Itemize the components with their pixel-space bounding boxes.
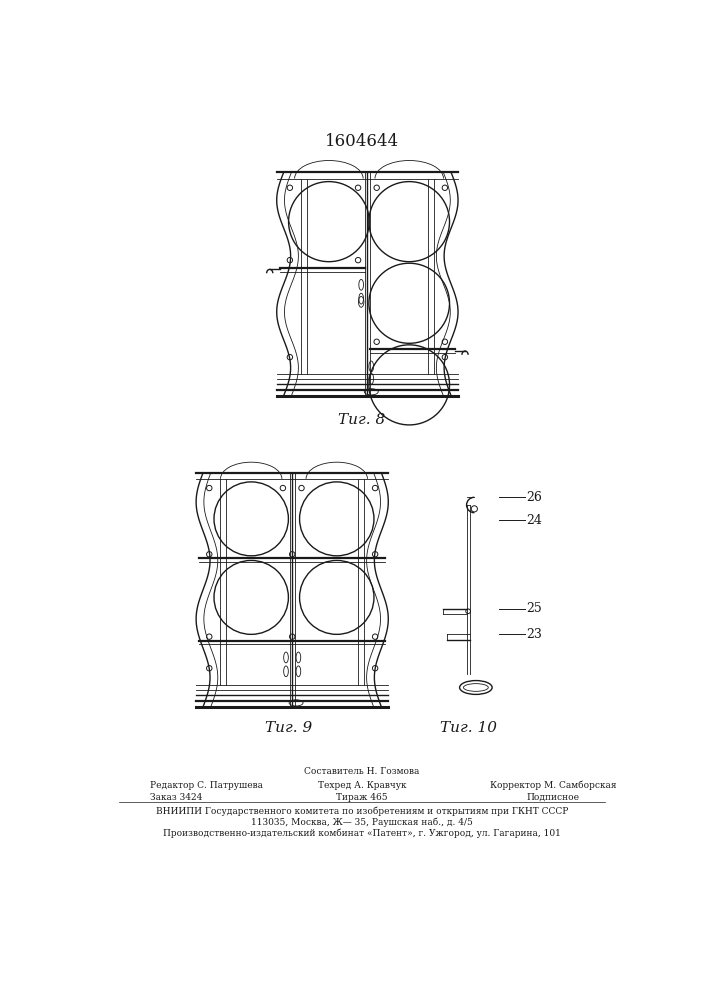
Text: 113035, Москва, Ж— 35, Раушская наб., д. 4/5: 113035, Москва, Ж— 35, Раушская наб., д.… bbox=[251, 818, 473, 827]
Text: 1604644: 1604644 bbox=[325, 133, 399, 150]
Text: Τиг. 9: Τиг. 9 bbox=[264, 721, 312, 735]
Text: Корректор М. Самборская: Корректор М. Самборская bbox=[490, 781, 617, 790]
Text: Заказ 3424: Заказ 3424 bbox=[151, 793, 203, 802]
Ellipse shape bbox=[460, 681, 492, 694]
Text: 23: 23 bbox=[526, 628, 542, 641]
Text: Подписное: Подписное bbox=[527, 793, 580, 802]
Text: Составитель Н. Гозмова: Составитель Н. Гозмова bbox=[304, 767, 420, 776]
Text: 25: 25 bbox=[526, 602, 542, 615]
Text: Тираж 465: Тираж 465 bbox=[336, 793, 387, 802]
Text: Производственно-издательский комбинат «Патент», г. Ужгород, ул. Гагарина, 101: Производственно-издательский комбинат «П… bbox=[163, 828, 561, 838]
Text: Техред А. Кравчук: Техред А. Кравчук bbox=[317, 781, 407, 790]
Text: Τиг. 8: Τиг. 8 bbox=[339, 413, 385, 427]
Text: Редактор С. Патрушева: Редактор С. Патрушева bbox=[151, 781, 264, 790]
Text: Τиг. 10: Τиг. 10 bbox=[440, 721, 496, 735]
Text: 24: 24 bbox=[526, 514, 542, 527]
Text: 26: 26 bbox=[526, 491, 542, 504]
Text: ВНИИПИ Государственного комитета по изобретениям и открытиям при ГКНТ СССР: ВНИИПИ Государственного комитета по изоб… bbox=[156, 807, 568, 816]
